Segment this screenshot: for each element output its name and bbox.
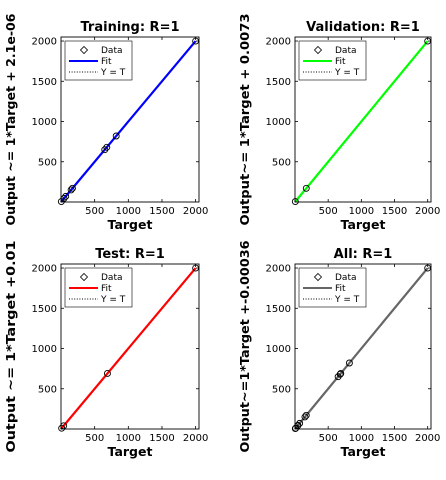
data-point	[67, 186, 75, 194]
legend-data-marker	[79, 272, 89, 282]
fit-line	[294, 40, 429, 203]
x-tick-label: 500	[85, 433, 104, 444]
legend-label-y-t: Y = T	[334, 295, 360, 305]
data-point	[301, 413, 309, 421]
data-point	[336, 370, 344, 378]
x-tick-label: 500	[85, 206, 104, 217]
legend-label-data: Data	[335, 46, 357, 56]
x-tick-label: 2000	[183, 433, 208, 444]
legend-label-y-t: Y = T	[334, 68, 360, 78]
x-axis-label: Target	[341, 217, 386, 232]
y-tick-label: 2000	[266, 264, 291, 275]
y-tick-label: 500	[272, 157, 291, 168]
data-point	[101, 146, 109, 154]
legend-data-marker	[79, 45, 89, 55]
y-axis-label: Output~= 1*Target + 0.0073	[237, 14, 252, 226]
axes-frame	[294, 263, 432, 430]
y-tick-label: 500	[38, 384, 57, 395]
legend-label-fit: Fit	[101, 57, 112, 67]
data-point	[58, 424, 66, 432]
axes-frame	[294, 36, 432, 203]
legend-label-data: Data	[101, 273, 123, 283]
fit-line	[60, 267, 197, 430]
data-point	[103, 143, 111, 151]
x-tick-label: 1000	[349, 433, 374, 444]
legend-box	[64, 267, 133, 308]
legend-data-marker	[313, 45, 323, 55]
chart-title: Test: R=1	[95, 247, 165, 262]
legend-label-y-t: Y = T	[100, 68, 126, 78]
axes-frame	[60, 263, 200, 430]
x-tick-label: 1500	[382, 206, 407, 217]
y-tick-label: 1500	[32, 77, 57, 88]
y-tick-label: 1000	[32, 117, 57, 128]
y-tick-label: 500	[38, 157, 57, 168]
y-tick-label: 1000	[266, 344, 291, 355]
legend-label-fit: Fit	[335, 284, 346, 294]
legend-data-marker	[313, 272, 323, 282]
y-tick-label: 1000	[266, 117, 291, 128]
x-axis-label: Target	[108, 217, 153, 232]
chart-title: All: R=1	[334, 247, 393, 262]
data-point	[302, 184, 310, 192]
x-tick-label: 1000	[349, 206, 374, 217]
fit-line	[60, 40, 197, 203]
legend-label-data: Data	[101, 46, 123, 56]
y-tick-label: 2000	[266, 37, 291, 48]
x-tick-label: 1500	[149, 206, 174, 217]
x-tick-label: 1500	[382, 433, 407, 444]
x-axis-label: Target	[108, 444, 153, 459]
y-axis-label: Output~=1*Target +-0.00036	[237, 240, 252, 452]
x-tick-label: 2000	[415, 433, 440, 444]
data-point	[68, 184, 76, 192]
y-tick-label: 500	[272, 384, 291, 395]
data-point	[296, 419, 304, 427]
y-tick-label: 1500	[266, 304, 291, 315]
x-tick-label: 1500	[149, 433, 174, 444]
y-tick-label: 2000	[32, 264, 57, 275]
data-point	[62, 192, 70, 200]
x-tick-label: 500	[319, 433, 338, 444]
y-tick-label: 1500	[32, 304, 57, 315]
chart-title: Training: R=1	[80, 20, 179, 35]
legend-label-y-t: Y = T	[100, 295, 126, 305]
legend-label-fit: Fit	[335, 57, 346, 67]
data-point	[337, 370, 345, 377]
data-point	[345, 359, 353, 367]
x-axis-label: Target	[341, 444, 386, 459]
x-tick-label: 2000	[415, 206, 440, 217]
fit-line	[294, 267, 429, 430]
legend-box	[64, 40, 133, 81]
data-point	[302, 411, 310, 419]
x-tick-label: 1000	[116, 206, 141, 217]
y-axis-label: Output ~= 1*Target + 2.1e-06	[3, 13, 18, 225]
chart-title: Validation: R=1	[306, 20, 420, 35]
x-tick-label: 1000	[116, 433, 141, 444]
legend-label-data: Data	[335, 273, 357, 283]
data-point	[103, 370, 111, 377]
x-tick-label: 2000	[183, 206, 208, 217]
y-tick-label: 2000	[32, 37, 57, 48]
y-tick-label: 1500	[266, 77, 291, 88]
y-axis-label: Output ~= 1*Target +0.01	[3, 241, 18, 453]
y-tick-label: 1000	[32, 344, 57, 355]
legend-label-fit: Fit	[101, 284, 112, 294]
x-tick-label: 500	[319, 206, 338, 217]
axes-frame	[60, 36, 200, 203]
data-point	[112, 132, 120, 140]
